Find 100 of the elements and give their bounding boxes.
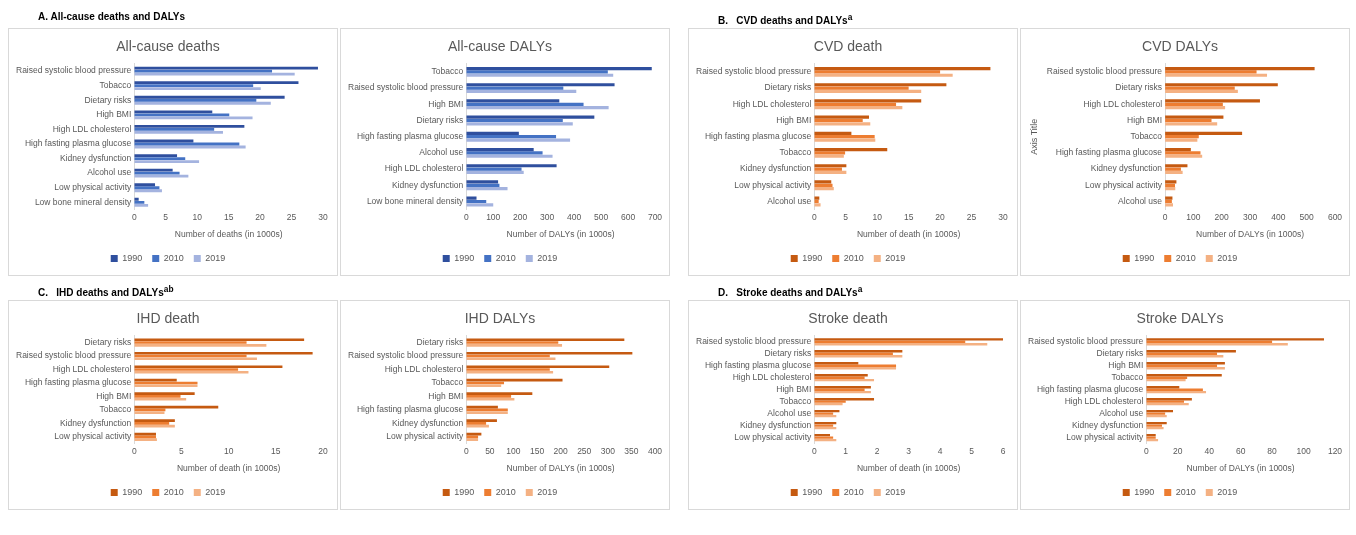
x-tick-label: 100 [1186,212,1201,223]
y-tick-label: Alcohol use [87,167,132,178]
bar [466,83,615,87]
text: D. Stroke deaths and DALYs$^{a}$ [718,284,863,299]
legend-label: 2019 [205,486,226,497]
bar [814,115,870,119]
bar [466,368,550,371]
bar [466,73,614,77]
x-tick-label: 25 [966,212,977,223]
x-tick-label: 120 [1327,446,1343,457]
bar [466,147,534,152]
bar [134,81,299,85]
y-tick-label: Tobacco [431,66,464,77]
y-tick-label: Alcohol use [1099,408,1144,418]
bar [1165,66,1315,71]
y-tick-label: Low physical activity [54,182,133,193]
y-tick-label: Kidney dysfunction [59,152,132,163]
x-tick-label: 80 [1267,446,1278,457]
x-axis-title: Number of DALYs (in 1000s) [1196,229,1305,240]
legend-label: 2010 [843,252,864,263]
y-tick-label: Raised systolic blood pressure [348,350,464,361]
bar [134,370,249,374]
x-tick-label: 0 [811,446,817,457]
x-axis-title: Number of death (in 1000s) [856,463,961,474]
bar [466,138,571,142]
bar [134,365,283,369]
bar [466,154,553,158]
y-tick-label: Kidney dysfunction [1090,163,1163,174]
bar [814,99,922,103]
bar [466,338,625,342]
y-tick-label: Low physical activity [54,431,133,442]
bar [134,160,200,164]
bar [1165,73,1268,77]
bar [134,203,149,207]
y-axis-title: Axis Title [1028,118,1039,155]
y-tick-label: High BMI [428,98,464,109]
x-tick-label: 15 [271,446,281,457]
y-tick-label: Kidney dysfunction [59,417,132,428]
x-tick-label: 5 [969,446,975,457]
bar [814,164,847,168]
x-tick-label: 200 [1214,212,1230,223]
y-tick-label: Tobacco [779,147,812,158]
bar [134,127,215,131]
legend-label: 2010 [495,486,516,497]
bar [134,124,245,128]
y-tick-label: Alcohol use [1118,195,1163,206]
bar [1165,170,1183,175]
bar [134,116,253,120]
x-axis-title: Number of DALYs (in 1000s) [506,229,615,240]
bar [466,365,610,369]
text: A. All-cause deaths and DALYs [38,11,186,22]
x-tick-label: 100 [506,446,521,457]
y-tick-label: High fasting plasma glucose [24,377,132,388]
x-tick-label: 6 [1000,446,1006,457]
bar [134,368,239,371]
y-tick-label: High fasting plasma glucose [1036,384,1144,395]
x-tick-label: 100 [486,212,501,223]
legend-label: 2010 [1175,252,1196,263]
bar [466,66,652,71]
y-tick-label: Dietary risks [416,336,464,347]
bar [814,122,871,126]
x-tick-label: 0 [463,212,469,223]
bar [134,87,261,91]
bar [1165,167,1181,171]
legend-label: 1990 [802,486,823,497]
y-tick-label: Low physical activity [1066,431,1145,442]
legend-label: 2019 [205,252,226,263]
legend-label: 2010 [843,486,864,497]
y-tick-label: High fasting plasma glucose [356,404,464,415]
y-tick-label: High LDL cholesterol [732,372,812,383]
y-tick-label: High LDL cholesterol [384,363,464,374]
bar [814,203,821,207]
y-tick-label: Low physical activity [386,431,465,442]
bar [466,187,508,191]
x-tick-label: 700 [647,212,663,223]
y-tick-label: Dietary risks [416,114,464,125]
bar [814,102,897,106]
bar [466,151,543,155]
x-tick-label: 300 [540,212,555,223]
y-tick-label: Kidney dysfunction [391,417,464,428]
bar [134,378,177,382]
bar [134,392,195,395]
x-tick-label: 0 [131,212,137,223]
bar [134,171,180,175]
x-tick-label: 25 [286,212,297,223]
legend-label: 2010 [163,486,184,497]
y-tick-label: High BMI [96,390,132,401]
bar [814,118,863,123]
y-tick-label: High fasting plasma glucose [704,360,812,371]
x-axis-title: Number of DALYs (in 1000s) [1186,463,1295,474]
text: C. IHD deaths and DALYs$^{ab}$ [38,284,174,299]
x-tick-label: 20 [1173,446,1183,457]
y-tick-label: High BMI [96,109,132,120]
bar [466,99,560,103]
bar [466,419,497,422]
y-tick-label: High fasting plasma glucose [1055,147,1163,158]
y-tick-label: Raised systolic blood pressure [1028,336,1144,347]
x-axis-title: Number of death (in 1000s) [176,463,281,474]
bar [134,69,273,73]
y-tick-label: Alcohol use [767,408,812,418]
